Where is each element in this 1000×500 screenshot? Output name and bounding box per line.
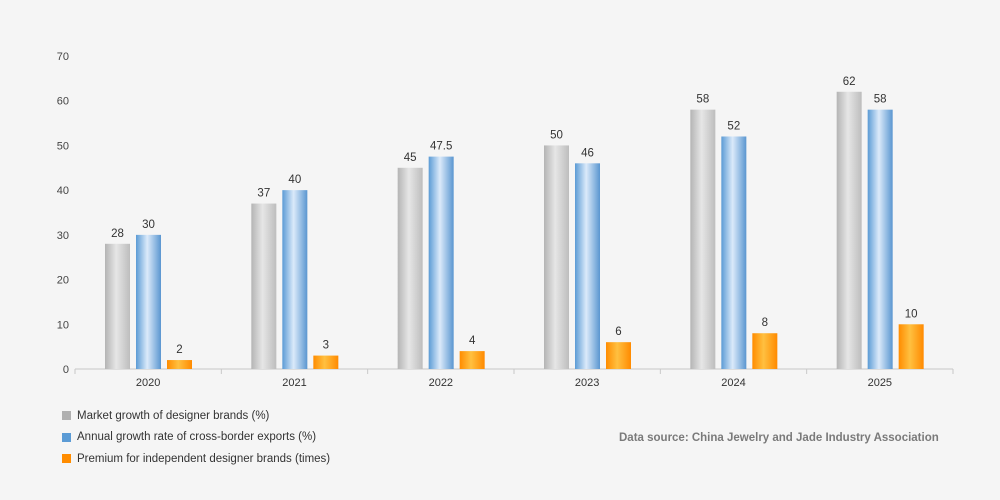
x-tick-label: 2025	[868, 377, 892, 389]
data-label-series-1-2021: 37	[257, 188, 270, 200]
data-label-series-2-2023: 46	[581, 147, 594, 159]
data-label-series-2-2020: 30	[142, 219, 155, 231]
legend-item-market-growth: Market growth of designer brands (%)	[62, 405, 330, 427]
data-label-series-1-2020: 28	[111, 228, 124, 240]
bar-series-1-2022	[397, 167, 423, 369]
data-label-series-2-2021: 40	[288, 174, 301, 186]
bar-series-3-2024	[752, 333, 778, 369]
bar-series-3-2023	[606, 342, 631, 369]
bar-series-1-2024	[690, 109, 716, 370]
data-label-series-3-2022: 4	[469, 335, 476, 347]
x-axis: 2020 2021 2022 2023 2024 2025	[74, 368, 954, 389]
data-label-series-1-2022: 45	[404, 152, 417, 164]
x-tick-label: 2024	[721, 377, 745, 389]
bar-series-2-2021	[282, 190, 308, 369]
y-axis: 0 10 20 30 40 50 60 70	[57, 51, 69, 376]
data-source-note: Data source: China Jewelry and Jade Indu…	[619, 432, 939, 444]
y-tick-label: 40	[57, 185, 69, 197]
legend-swatch-premium	[62, 454, 71, 464]
bar-series-3-2022	[459, 351, 485, 369]
data-label-series-3-2024: 8	[762, 317, 768, 329]
bar-series-1-2023	[544, 145, 569, 369]
x-tick-label: 2022	[429, 377, 453, 389]
x-tick-label: 2023	[575, 377, 599, 389]
y-tick-label: 70	[57, 51, 69, 63]
data-label-series-3-2021: 3	[323, 340, 329, 352]
bar-series-2-2023	[575, 163, 600, 369]
bar-series-1-2020	[105, 243, 130, 369]
bar-series-2-2020	[136, 234, 161, 369]
bar-series-3-2025	[898, 324, 924, 369]
legend-swatch-export-growth	[62, 432, 71, 442]
data-label-series-2-2024: 52	[727, 120, 740, 132]
bar-series-1-2021	[251, 203, 277, 369]
data-label-series-3-2020: 2	[176, 344, 182, 356]
legend-item-export-growth: Annual growth rate of cross-border expor…	[62, 427, 330, 449]
bar-series-2-2025	[867, 109, 893, 370]
data-label-series-1-2025: 62	[843, 76, 856, 88]
bar-series-1-2025	[836, 91, 862, 370]
x-tick-label: 2021	[282, 377, 306, 389]
bars	[105, 91, 924, 370]
data-label-series-1-2023: 50	[550, 129, 563, 141]
y-tick-label: 0	[63, 364, 69, 376]
y-tick-label: 20	[57, 275, 69, 287]
y-tick-label: 30	[57, 230, 69, 242]
legend-swatch-market-growth	[62, 411, 71, 421]
legend-label-market-growth: Market growth of designer brands (%)	[77, 409, 270, 422]
bar-series-3-2021	[313, 355, 339, 369]
legend: Market growth of designer brands (%) Ann…	[62, 405, 330, 470]
data-label-series-3-2025: 10	[905, 308, 918, 320]
data-label-series-1-2024: 58	[696, 94, 709, 106]
data-label-series-2-2022: 47.5	[430, 141, 452, 153]
x-tick-label: 2020	[136, 377, 160, 389]
bar-series-3-2020	[167, 360, 192, 369]
data-label-series-3-2023: 6	[615, 326, 621, 338]
y-tick-label: 60	[57, 96, 69, 108]
legend-label-premium: Premium for independent designer brands …	[77, 452, 331, 465]
y-tick-label: 50	[57, 140, 69, 152]
y-tick-label: 10	[57, 319, 69, 331]
bar-series-2-2024	[721, 136, 747, 369]
bar-series-2-2022	[428, 156, 454, 369]
legend-label-export-growth: Annual growth rate of cross-border expor…	[77, 431, 317, 444]
legend-item-premium: Premium for independent designer brands …	[62, 448, 330, 470]
data-label-series-2-2025: 58	[874, 94, 887, 106]
